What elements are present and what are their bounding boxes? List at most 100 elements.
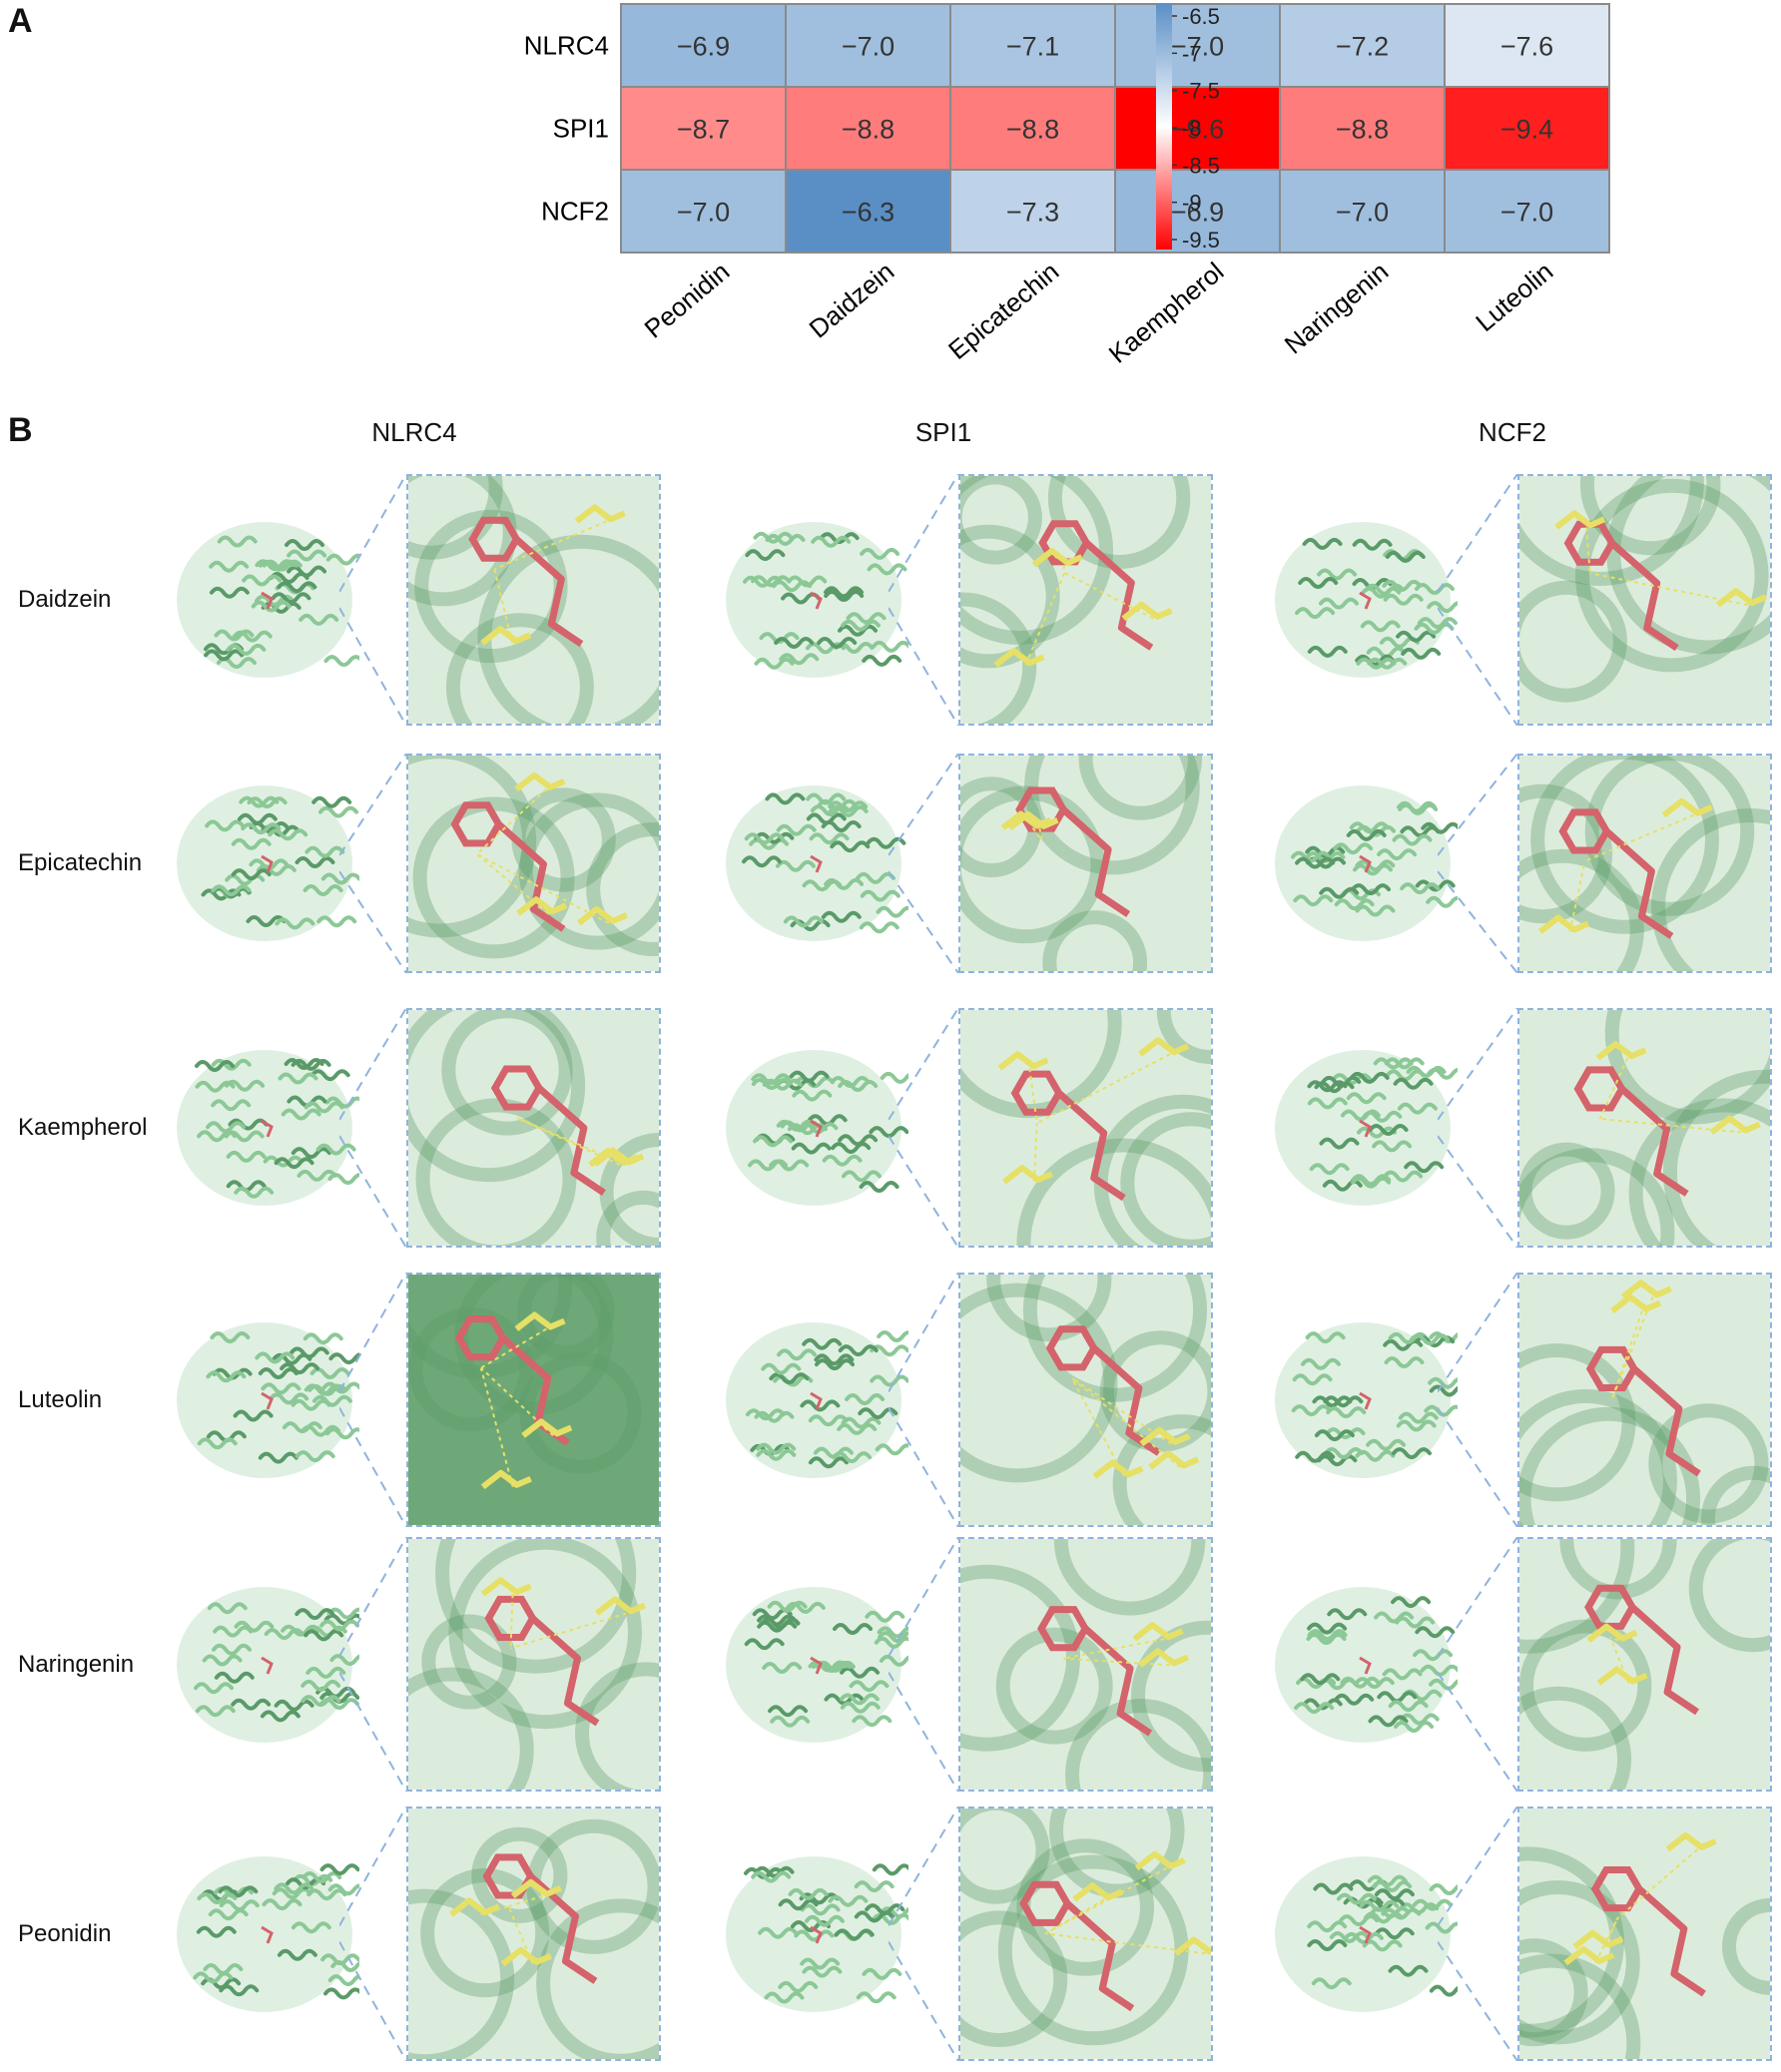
cell-value-label: −7.0	[1336, 198, 1389, 228]
protein-structure-thumbnail	[726, 1586, 908, 1743]
zoom-connector-lines	[339, 754, 406, 973]
colorbar-tick-label: -6.5	[1182, 4, 1220, 29]
cell-value-label: −7.0	[842, 32, 894, 62]
zoom-connector-lines	[1438, 1537, 1517, 1792]
protein-structure-thumbnail	[1275, 522, 1458, 678]
zoom-connector-lines	[889, 1273, 958, 1527]
column-label-epicatechin: Epicatechin	[942, 257, 1064, 365]
cell-value-label: −7.6	[1500, 32, 1553, 62]
binding-site-zoom	[406, 754, 661, 973]
heatmap-cell	[1114, 86, 1281, 171]
binding-site-zoom	[958, 474, 1213, 726]
binding-site-zoom	[958, 1807, 1213, 2061]
binding-site-zoom	[406, 1008, 661, 1248]
colorbar-tick-label: -7.5	[1182, 79, 1220, 104]
column-head-ncf2: NCF2	[1479, 417, 1546, 447]
colorbar-tick-label: -9	[1182, 191, 1202, 216]
cell-value-label: −7.0	[1500, 198, 1553, 228]
heatmap-cell	[949, 169, 1116, 254]
cell-value-label: −8.7	[677, 115, 730, 145]
zoom-connector-lines	[339, 1537, 406, 1792]
cell-value-label: −6.9	[677, 32, 730, 62]
heatmap-cell	[1279, 3, 1446, 88]
protein-structure-thumbnail	[726, 522, 908, 678]
binding-site-zoom	[958, 1273, 1213, 1527]
row-label-epicatechin: Epicatechin	[18, 849, 143, 876]
zoom-connector-lines	[339, 474, 406, 726]
binding-site-zoom	[958, 754, 1213, 973]
cell-value-label: −7.0	[677, 198, 730, 228]
protein-structure-thumbnail	[177, 785, 359, 941]
row-label-daidzein: Daidzein	[18, 586, 112, 613]
protein-structure-thumbnail	[1275, 1855, 1458, 2012]
cell-value-label: −7.3	[1006, 198, 1059, 228]
binding-site-zoom	[1517, 1008, 1772, 1248]
heatmap-cell	[1279, 169, 1446, 254]
cell-value-label: −7.0	[1171, 32, 1224, 62]
heatmap-cell	[620, 169, 787, 254]
heatmap-cell	[1444, 86, 1610, 171]
heatmap-cell	[1114, 169, 1281, 254]
column-label-kaempherol: Kaempherol	[1103, 257, 1230, 369]
heatmap-cell	[1279, 86, 1446, 171]
column-head-nlrc4: NLRC4	[371, 417, 457, 447]
protein-structure-thumbnail	[177, 1855, 359, 2012]
panel-letter-b: B	[8, 411, 33, 449]
zoom-connector-lines	[1438, 474, 1517, 726]
binding-site-zoom	[1517, 1537, 1772, 1792]
zoom-connector-lines	[889, 1008, 958, 1248]
cell-value-label: −8.8	[1006, 115, 1059, 145]
row-label-nlrc4: NLRC4	[524, 31, 609, 61]
heatmap-cell	[949, 3, 1116, 88]
cell-value-label: −6.3	[842, 198, 894, 228]
zoom-connector-lines	[1438, 754, 1517, 973]
cell-value-label: −9.6	[1171, 115, 1224, 145]
heatmap-cell	[1444, 3, 1610, 88]
column-label-naringenin: Naringenin	[1279, 257, 1395, 360]
protein-structure-thumbnail	[726, 1050, 908, 1206]
zoom-connector-lines	[1438, 1273, 1517, 1527]
zoom-connector-lines	[889, 474, 958, 726]
heatmap-chart: NLRC4 −6.9 −7.0 −7.1 −7.0 −7.2 −7.6 SPI1 −8.7 −8.…	[524, 3, 1610, 369]
heatmap-cell	[785, 86, 951, 171]
cell-value-label: −9.4	[1500, 115, 1553, 145]
binding-site-zoom	[1517, 1807, 1772, 2061]
heatmap-cell	[620, 3, 787, 88]
binding-site-zoom	[406, 474, 661, 726]
protein-structure-thumbnail	[177, 1050, 359, 1206]
row-label-peonidin: Peonidin	[18, 1919, 112, 1947]
protein-structure-thumbnail	[177, 1321, 359, 1478]
binding-site-zoom	[1517, 1273, 1772, 1527]
row-label-spi1: SPI1	[553, 114, 609, 144]
binding-site-zoom	[406, 1537, 661, 1792]
panel-letter-a: A	[8, 2, 33, 40]
binding-site-zoom	[406, 1807, 661, 2061]
row-label-naringenin: Naringenin	[18, 1650, 135, 1678]
colorbar	[1156, 4, 1172, 250]
heatmap-cell	[1444, 169, 1610, 254]
binding-site-zoom	[1517, 474, 1772, 726]
protein-structure-thumbnail	[726, 1855, 908, 2012]
protein-structure-thumbnail	[1275, 1050, 1458, 1206]
protein-structure-thumbnail	[726, 785, 908, 941]
zoom-connector-lines	[889, 1537, 958, 1792]
protein-structure-thumbnail	[1275, 1586, 1458, 1743]
zoom-connector-lines	[1438, 1807, 1517, 2061]
cell-value-label: −8.8	[1336, 115, 1389, 145]
colorbar-tick-label: -8.5	[1182, 153, 1220, 178]
cell-value-label: −8.8	[842, 115, 894, 145]
heatmap-cell	[620, 86, 787, 171]
colorbar-tick-label: -9.5	[1182, 228, 1220, 253]
zoom-connector-lines	[339, 1807, 406, 2061]
binding-site-zoom	[406, 1273, 661, 1527]
binding-site-zoom	[958, 1008, 1213, 1248]
zoom-connector-lines	[889, 1807, 958, 2061]
zoom-connector-lines	[339, 1008, 406, 1248]
cell-value-label: −7.2	[1336, 32, 1389, 62]
heatmap-cell	[785, 3, 951, 88]
protein-structure-thumbnail	[177, 522, 359, 678]
column-head-spi1: SPI1	[914, 417, 972, 447]
column-label-daidzein: Daidzein	[804, 257, 900, 344]
protein-structure-thumbnail	[726, 1321, 908, 1478]
row-label-ncf2: NCF2	[541, 197, 609, 227]
